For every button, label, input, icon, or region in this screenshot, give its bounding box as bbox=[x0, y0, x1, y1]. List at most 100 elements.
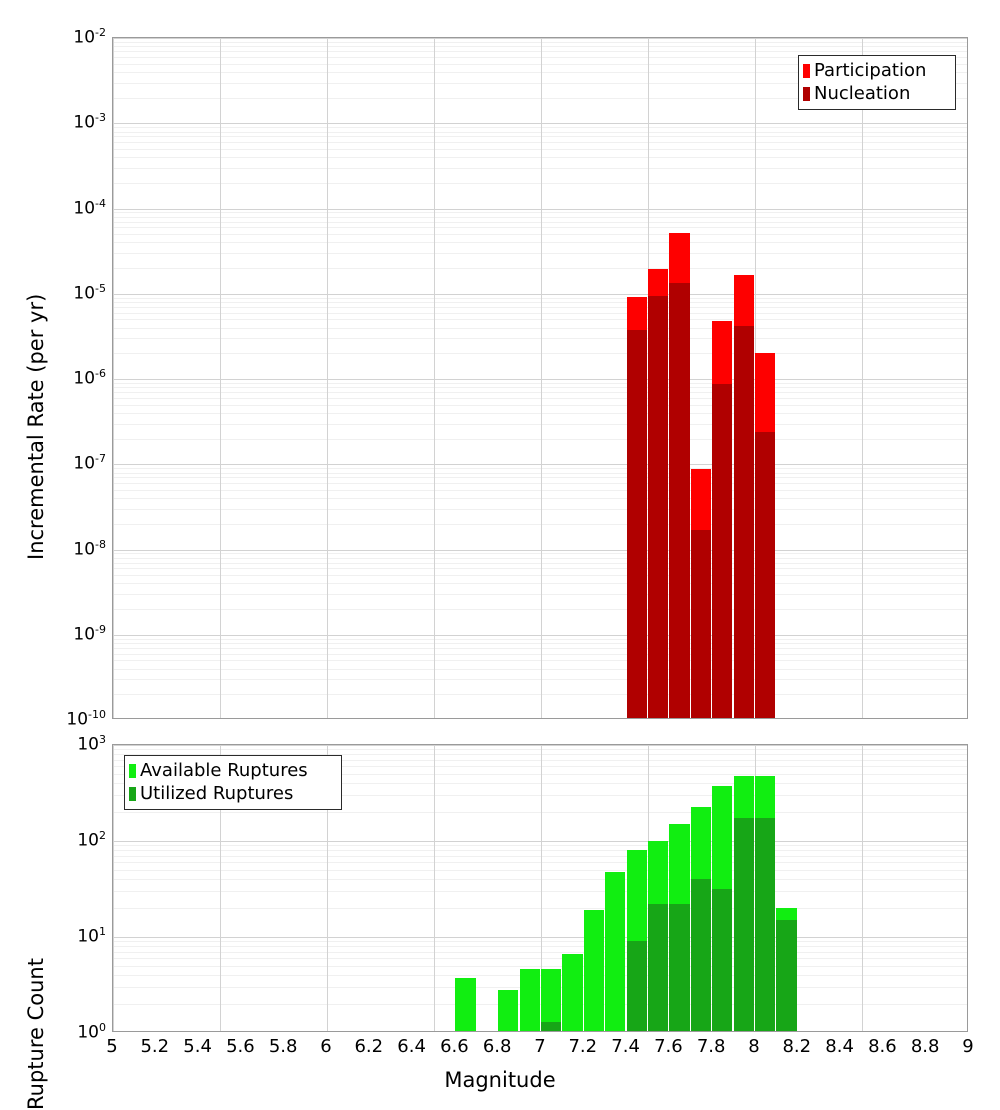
x-tick-label: 6.6 bbox=[440, 1036, 469, 1057]
gridline-minor-horizontal bbox=[113, 468, 967, 470]
gridline-minor-horizontal bbox=[113, 56, 967, 58]
bar-nucleation bbox=[690, 529, 711, 718]
gridline-minor-horizontal bbox=[113, 167, 967, 169]
gridline-minor-horizontal bbox=[113, 306, 967, 308]
y-tick-label: 101 bbox=[77, 925, 106, 947]
x-tick-label: 5.8 bbox=[268, 1036, 298, 1057]
gridline-minor-horizontal bbox=[113, 51, 967, 53]
gridline-minor-horizontal bbox=[113, 136, 967, 138]
gridline-minor-horizontal bbox=[113, 302, 967, 303]
bar-utilized-ruptures bbox=[755, 817, 776, 1031]
gridline-minor-horizontal bbox=[113, 412, 967, 414]
x-tick-label: 7 bbox=[534, 1036, 546, 1057]
legend-swatch-icon bbox=[803, 86, 810, 101]
gridline-minor-horizontal bbox=[113, 850, 967, 852]
gridline-minor-horizontal bbox=[113, 397, 967, 399]
x-tick-label: 8.2 bbox=[782, 1036, 812, 1057]
y-tick-label: 10-3 bbox=[73, 111, 106, 133]
gridline-minor-horizontal bbox=[113, 142, 967, 144]
gridline-minor-horizontal bbox=[113, 477, 967, 479]
gridline-minor-horizontal bbox=[113, 182, 967, 184]
bar-utilized-ruptures bbox=[690, 879, 711, 1031]
gridline-minor-horizontal bbox=[113, 483, 967, 485]
top-y-axis-label: Incremental Rate (per yr) bbox=[24, 293, 48, 560]
bar-available-ruptures bbox=[583, 910, 604, 1031]
x-tick-label: 6.8 bbox=[482, 1036, 512, 1057]
gridline-minor-horizontal bbox=[113, 568, 967, 570]
gridline-major-vertical bbox=[220, 38, 221, 718]
y-tick-label: 10-2 bbox=[73, 26, 106, 48]
gridline-minor-horizontal bbox=[113, 46, 967, 48]
gridline-minor-horizontal bbox=[113, 327, 967, 329]
gridline-minor-horizontal bbox=[113, 557, 967, 559]
y-tick-label: 102 bbox=[77, 829, 106, 851]
gridline-minor-horizontal bbox=[113, 653, 967, 655]
y-tick-label: 100 bbox=[77, 1021, 106, 1043]
gridline-minor-horizontal bbox=[113, 392, 967, 394]
gridline-major-horizontal bbox=[113, 38, 967, 39]
legend-label: Participation bbox=[814, 60, 927, 81]
bar-utilized-ruptures bbox=[712, 888, 733, 1031]
gridline-minor-horizontal bbox=[113, 951, 967, 953]
x-tick-label: 8.6 bbox=[868, 1036, 897, 1057]
bar-available-ruptures bbox=[498, 990, 519, 1031]
y-tick-label: 10-5 bbox=[73, 281, 106, 304]
gridline-minor-horizontal bbox=[113, 268, 967, 270]
x-tick-label: 8.8 bbox=[910, 1036, 940, 1057]
y-tick-label: 10-6 bbox=[73, 367, 106, 389]
x-tick-label: 8 bbox=[748, 1036, 760, 1057]
x-tick-label: 5.4 bbox=[183, 1036, 212, 1057]
gridline-minor-horizontal bbox=[113, 387, 967, 389]
gridline-minor-horizontal bbox=[113, 227, 967, 229]
legend-item: Nucleation bbox=[803, 82, 950, 105]
gridline-major-vertical bbox=[434, 38, 435, 718]
legend-label: Available Ruptures bbox=[140, 760, 308, 781]
gridline-minor-horizontal bbox=[113, 660, 967, 662]
gridline-minor-horizontal bbox=[113, 319, 967, 321]
gridline-minor-horizontal bbox=[113, 987, 967, 989]
gridline-minor-horizontal bbox=[113, 498, 967, 500]
gridline-minor-horizontal bbox=[113, 242, 967, 244]
gridline-minor-horizontal bbox=[113, 783, 967, 785]
gridline-major-horizontal bbox=[113, 634, 967, 636]
gridline-minor-horizontal bbox=[113, 297, 967, 299]
x-tick-label: 6 bbox=[320, 1036, 332, 1057]
gridline-major-vertical bbox=[434, 745, 435, 1031]
bottom-panel: Rupture Count 103 102 101 100 Available Rup… bbox=[0, 733, 1000, 1110]
gridline-minor-horizontal bbox=[113, 643, 967, 644]
gridline-minor-horizontal bbox=[113, 82, 967, 84]
x-tick-label: 6.4 bbox=[397, 1036, 426, 1057]
gridline-major-horizontal bbox=[113, 123, 967, 125]
gridline-major-vertical bbox=[113, 745, 114, 1031]
x-tick-label: 7.6 bbox=[654, 1036, 683, 1057]
y-tick-label: 10-8 bbox=[73, 537, 106, 560]
gridline-minor-horizontal bbox=[113, 338, 967, 340]
gridline-minor-horizontal bbox=[113, 404, 967, 406]
gridline-minor-horizontal bbox=[113, 941, 967, 943]
gridline-minor-horizontal bbox=[113, 862, 967, 864]
gridline-minor-horizontal bbox=[113, 965, 967, 967]
gridline-minor-horizontal bbox=[113, 472, 967, 474]
bar-available-ruptures bbox=[455, 978, 476, 1031]
legend-label: Nucleation bbox=[814, 83, 911, 104]
x-tick-label: 5.6 bbox=[226, 1036, 255, 1057]
gridline-major-vertical bbox=[862, 745, 863, 1031]
gridline-minor-horizontal bbox=[113, 908, 967, 910]
y-tick-label: 10-4 bbox=[73, 196, 106, 219]
gridline-minor-horizontal bbox=[113, 668, 967, 670]
bar-available-ruptures bbox=[541, 969, 562, 1031]
gridline-minor-horizontal bbox=[113, 594, 967, 596]
legend-item: Utilized Ruptures bbox=[129, 782, 336, 805]
bar-nucleation bbox=[712, 383, 733, 718]
gridline-minor-horizontal bbox=[113, 212, 967, 214]
gridline-minor-horizontal bbox=[113, 855, 967, 857]
gridline-minor-horizontal bbox=[113, 766, 967, 768]
x-tick-label: 5.2 bbox=[140, 1036, 170, 1057]
gridline-minor-horizontal bbox=[113, 891, 967, 893]
bar-utilized-ruptures bbox=[776, 920, 797, 1031]
gridline-major-vertical bbox=[541, 745, 542, 1031]
x-axis-label: Magnitude bbox=[444, 1068, 556, 1092]
gridline-minor-horizontal bbox=[113, 523, 967, 525]
top-legend: Participation Nucleation bbox=[798, 55, 956, 110]
